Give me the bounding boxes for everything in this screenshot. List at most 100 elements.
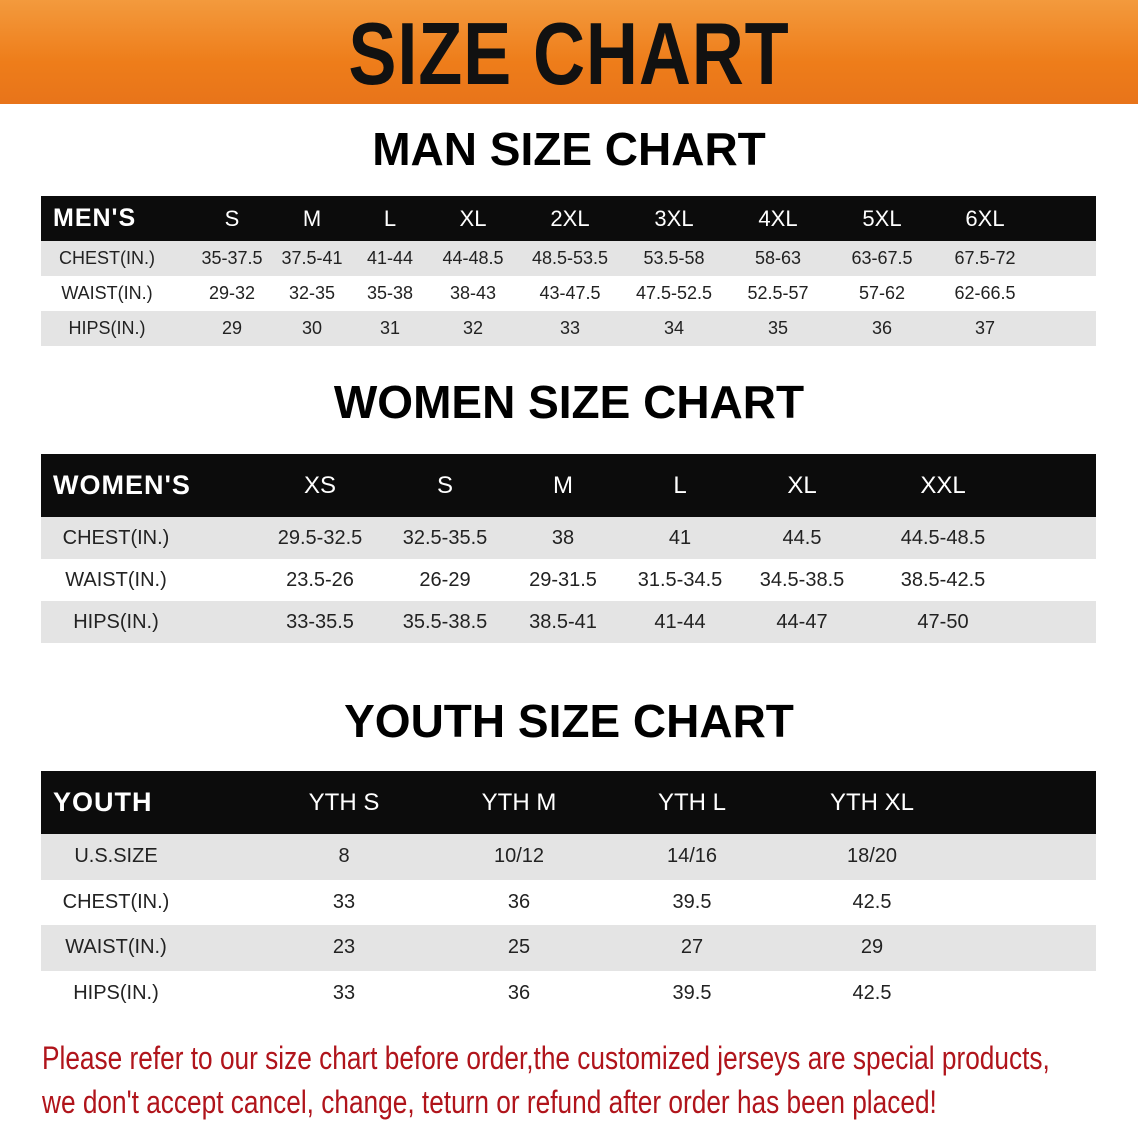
size-header-cell: XXL <box>920 471 966 499</box>
women-section-title: WOMEN SIZE CHART <box>333 376 805 428</box>
men-size-table: MEN'S S M L XL 2XL 3XL 4XL 5XL 6XL CHEST(IN.) 35-37… <box>41 196 1096 346</box>
women-header-row: WOMEN'S XS S M L XL XXL <box>41 454 1096 517</box>
size-header-cell: 4XL <box>758 205 798 231</box>
table-row: WAIST(IN.) 29-32 32-35 35-38 38-43 43-47.5 47.… <box>41 276 1096 311</box>
table-cell: 30 <box>301 318 323 338</box>
note-line-2: we don't accept cancel, change, teturn o… <box>42 1084 937 1120</box>
table-cell: 41 <box>668 526 692 549</box>
size-header-cell: 2XL <box>550 205 590 231</box>
measurement-label: U.S.SIZE <box>74 845 158 868</box>
table-cell: 48.5-53.5 <box>531 248 609 268</box>
table-cell: 42.5 <box>852 890 892 913</box>
table-cell: 33 <box>559 318 581 338</box>
category-label: WOMEN'S <box>53 470 191 500</box>
table-cell: 67.5-72 <box>954 248 1016 268</box>
size-header-cell: M <box>553 471 573 499</box>
table-cell: 41-44 <box>366 248 414 268</box>
table-cell: 63-67.5 <box>851 248 913 268</box>
table-cell: 41-44 <box>654 610 706 633</box>
table-cell: 42.5 <box>852 981 892 1004</box>
size-header-cell: YTH M <box>481 788 557 816</box>
table-cell: 29.5-32.5 <box>277 526 363 549</box>
table-row: CHEST(IN.) 29.5-32.5 32.5-35.5 38 41 44.5 44.5… <box>41 517 1096 559</box>
measurement-label: WAIST(IN.) <box>61 283 153 303</box>
table-row: HIPS(IN.) 33 36 39.5 42.5 <box>41 970 1096 1016</box>
table-cell: 44.5 <box>782 526 822 549</box>
measurement-label: HIPS(IN.) <box>73 981 159 1004</box>
category-label: YOUTH <box>53 787 153 817</box>
table-cell: 35.5-38.5 <box>402 610 488 633</box>
table-cell: 31 <box>379 318 401 338</box>
table-row: HIPS(IN.) 29 30 31 32 33 34 35 36 37 <box>41 311 1096 346</box>
table-cell: 57-62 <box>858 283 906 303</box>
table-cell: 32 <box>462 318 484 338</box>
table-cell: 29-31.5 <box>529 568 597 591</box>
table-cell: 35 <box>767 318 789 338</box>
table-cell: 26-29 <box>419 568 471 591</box>
measurement-label: WAIST(IN.) <box>65 936 167 959</box>
banner: SIZE CHART <box>0 0 1138 104</box>
table-cell: 31.5-34.5 <box>637 568 723 591</box>
table-cell: 39.5 <box>672 981 712 1004</box>
table-cell: 8 <box>338 845 350 868</box>
table-cell: 34 <box>663 318 685 338</box>
size-header-cell: S <box>224 205 240 231</box>
youth-size-table: YOUTH YTH S YTH M YTH L YTH XL U.S.SIZE 8 10/12… <box>41 771 1096 1016</box>
table-cell: 27 <box>680 936 704 959</box>
table-cell: 14/16 <box>666 845 718 868</box>
table-cell: 25 <box>507 936 531 959</box>
table-cell: 10/12 <box>493 845 545 868</box>
table-cell: 58-63 <box>754 248 802 268</box>
table-cell: 34.5-38.5 <box>759 568 845 591</box>
youth-section-title: YOUTH SIZE CHART <box>344 695 794 747</box>
table-row: CHEST(IN.) 35-37.5 37.5-41 41-44 44-48.5 48.5… <box>41 241 1096 276</box>
men-header-row: MEN'S S M L XL 2XL 3XL 4XL 5XL 6XL <box>41 196 1096 241</box>
size-header-cell: 5XL <box>862 205 902 231</box>
table-cell: 52.5-57 <box>747 283 809 303</box>
size-header-cell: XS <box>303 471 337 499</box>
table-cell: 38-43 <box>449 283 497 303</box>
table-cell: 32.5-35.5 <box>402 526 488 549</box>
measurement-label: HIPS(IN.) <box>73 610 159 633</box>
size-header-cell: L <box>383 205 397 231</box>
table-cell: 23.5-26 <box>286 568 354 591</box>
measurement-label: HIPS(IN.) <box>68 318 146 338</box>
size-header-cell: 6XL <box>965 205 1005 231</box>
size-header-cell: 3XL <box>654 205 694 231</box>
measurement-label: CHEST(IN.) <box>62 890 170 913</box>
size-header-cell: L <box>673 471 687 499</box>
table-row: WAIST(IN.) 23.5-26 26-29 29-31.5 31.5-34.5 34… <box>41 559 1096 601</box>
measurement-label: CHEST(IN.) <box>62 526 170 549</box>
measurement-label: CHEST(IN.) <box>59 248 155 268</box>
table-cell: 47-50 <box>917 610 969 633</box>
note-line-1: Please refer to our size chart before or… <box>42 1040 1050 1076</box>
table-cell: 38.5-42.5 <box>900 568 986 591</box>
table-row: WAIST(IN.) 23 25 27 29 <box>41 925 1096 971</box>
table-cell: 18/20 <box>846 845 898 868</box>
table-cell: 62-66.5 <box>954 283 1016 303</box>
size-header-cell: S <box>436 471 454 499</box>
table-cell: 29 <box>221 318 243 338</box>
table-cell: 32-35 <box>288 283 336 303</box>
measurement-label: WAIST(IN.) <box>65 568 167 591</box>
size-header-cell: XL <box>787 471 817 499</box>
category-label: MEN'S <box>53 204 137 232</box>
table-cell: 29 <box>860 936 884 959</box>
table-cell: 36 <box>507 981 531 1004</box>
table-cell: 44-47 <box>776 610 828 633</box>
table-row: HIPS(IN.) 33-35.5 35.5-38.5 38.5-41 41-44 44-… <box>41 601 1096 643</box>
size-header-cell: XL <box>459 205 487 231</box>
size-header-cell: YTH XL <box>829 788 915 816</box>
table-cell: 29-32 <box>208 283 256 303</box>
size-header-cell: YTH S <box>308 788 380 816</box>
table-row: CHEST(IN.) 33 36 39.5 42.5 <box>41 879 1096 925</box>
table-cell: 35-37.5 <box>201 248 263 268</box>
table-cell: 33-35.5 <box>286 610 354 633</box>
women-size-table: WOMEN'S XS S M L XL XXL CHEST(IN.) 29.5-32.5 32.5… <box>41 454 1096 643</box>
table-cell: 38 <box>551 526 575 549</box>
table-cell: 33 <box>332 981 356 1004</box>
men-section-title: MAN SIZE CHART <box>372 123 766 175</box>
table-cell: 37 <box>974 318 996 338</box>
table-cell: 33 <box>332 890 356 913</box>
youth-header-row: YOUTH YTH S YTH M YTH L YTH XL <box>41 771 1096 834</box>
